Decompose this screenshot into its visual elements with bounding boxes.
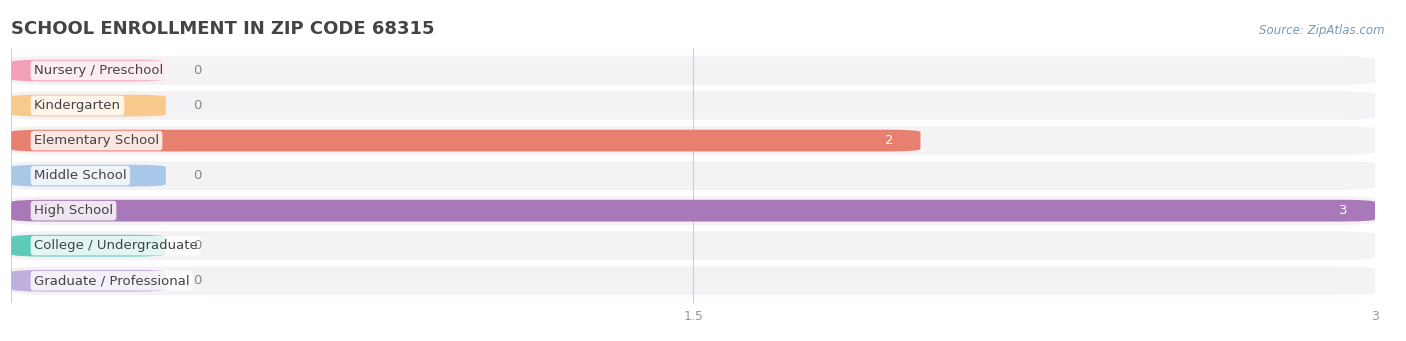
Text: High School: High School [34, 204, 112, 217]
FancyBboxPatch shape [11, 95, 166, 116]
FancyBboxPatch shape [11, 130, 921, 151]
Text: Kindergarten: Kindergarten [34, 99, 121, 112]
Text: College / Undergraduate: College / Undergraduate [34, 239, 198, 252]
Text: 3: 3 [1340, 204, 1348, 217]
FancyBboxPatch shape [11, 161, 1375, 190]
Text: 0: 0 [193, 274, 201, 287]
Text: SCHOOL ENROLLMENT IN ZIP CODE 68315: SCHOOL ENROLLMENT IN ZIP CODE 68315 [11, 20, 434, 38]
FancyBboxPatch shape [11, 200, 1375, 222]
Text: Middle School: Middle School [34, 169, 127, 182]
FancyBboxPatch shape [11, 270, 166, 292]
Text: 0: 0 [193, 169, 201, 182]
FancyBboxPatch shape [11, 60, 166, 81]
FancyBboxPatch shape [11, 235, 166, 256]
FancyBboxPatch shape [11, 196, 1375, 225]
Text: 0: 0 [193, 239, 201, 252]
Text: 0: 0 [193, 64, 201, 77]
Text: 2: 2 [884, 134, 893, 147]
FancyBboxPatch shape [11, 231, 1375, 260]
Text: Elementary School: Elementary School [34, 134, 159, 147]
FancyBboxPatch shape [11, 91, 1375, 120]
FancyBboxPatch shape [11, 56, 1375, 85]
FancyBboxPatch shape [11, 165, 166, 187]
Text: 0: 0 [193, 99, 201, 112]
Text: Nursery / Preschool: Nursery / Preschool [34, 64, 163, 77]
FancyBboxPatch shape [11, 126, 1375, 155]
Text: Graduate / Professional: Graduate / Professional [34, 274, 190, 287]
FancyBboxPatch shape [11, 266, 1375, 295]
Text: Source: ZipAtlas.com: Source: ZipAtlas.com [1260, 24, 1385, 37]
